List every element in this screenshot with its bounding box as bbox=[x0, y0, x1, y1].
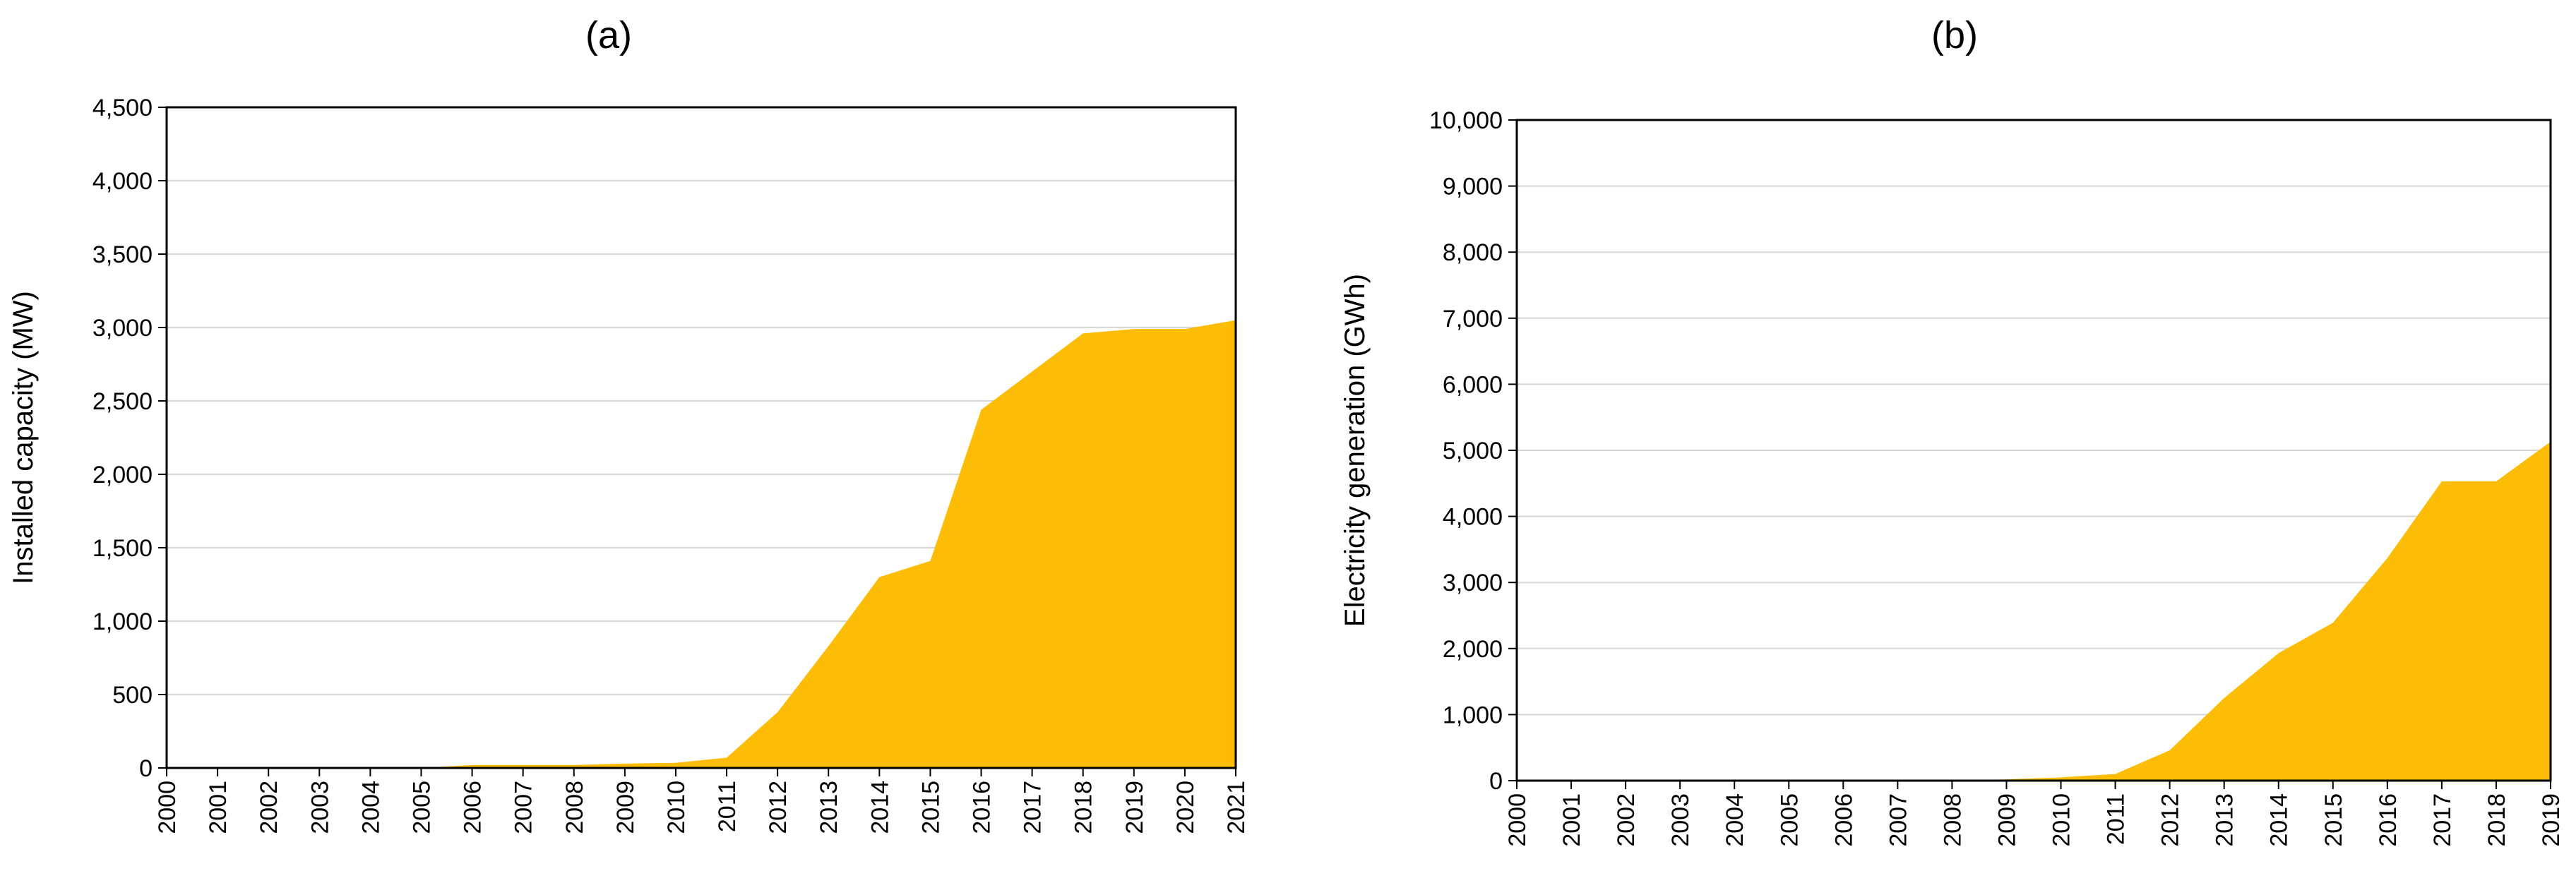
y-tick-label: 9,000 bbox=[1443, 174, 1503, 200]
x-tick-label: 2001 bbox=[1558, 793, 1585, 847]
x-tick-label: 2014 bbox=[2266, 793, 2293, 847]
x-tick-label: 2013 bbox=[816, 781, 842, 834]
panel-title: (a) bbox=[585, 14, 632, 56]
y-tick-label: 1,000 bbox=[1443, 702, 1503, 728]
x-tick-label: 2008 bbox=[561, 781, 588, 834]
x-tick-label: 2006 bbox=[1830, 793, 1857, 847]
y-tick-label: 1,500 bbox=[93, 535, 153, 562]
y-tick-label: 3,000 bbox=[1443, 570, 1503, 596]
y-tick-label: 4,000 bbox=[93, 168, 153, 195]
plot-frame bbox=[1515, 119, 2552, 782]
x-tick-label: 2015 bbox=[2320, 793, 2347, 847]
y-tick-label: 1,000 bbox=[93, 608, 153, 635]
x-tick-label: 2009 bbox=[1993, 793, 2020, 847]
y-axis-label: Installed capacity (MW) bbox=[8, 291, 39, 584]
x-tick-label: 2011 bbox=[714, 781, 741, 832]
y-tick-label: 10,000 bbox=[1429, 107, 1503, 134]
x-tick-label: 2000 bbox=[154, 781, 181, 834]
y-tick-label: 7,000 bbox=[1443, 306, 1503, 332]
y-tick-label: 3,500 bbox=[93, 241, 153, 268]
x-tick-label: 2016 bbox=[2375, 793, 2402, 847]
x-tick-label: 2019 bbox=[2538, 793, 2565, 847]
x-tick-label: 2005 bbox=[1776, 793, 1803, 847]
x-tick-label: 2009 bbox=[612, 781, 639, 834]
x-tick-label: 2011 bbox=[2103, 793, 2130, 845]
x-tick-label: 2016 bbox=[969, 781, 996, 834]
y-axis-label: Electricity generation (GWh) bbox=[1340, 274, 1371, 627]
plot-frame bbox=[165, 106, 1237, 769]
y-tick-label: 4,000 bbox=[1443, 504, 1503, 531]
y-tick-label: 2,000 bbox=[93, 462, 153, 488]
y-tick-label: 6,000 bbox=[1443, 371, 1503, 398]
x-tick-label: 2021 bbox=[1223, 781, 1250, 834]
x-tick-label: 2000 bbox=[1504, 793, 1531, 847]
x-tick-label: 2010 bbox=[663, 781, 690, 834]
x-tick-label: 2004 bbox=[357, 781, 384, 834]
y-tick-label: 2,000 bbox=[1443, 636, 1503, 663]
x-tick-label: 2002 bbox=[256, 781, 282, 834]
x-tick-label: 2010 bbox=[2049, 793, 2075, 847]
x-tick-label: 2018 bbox=[1071, 781, 1097, 834]
x-tick-label: 2018 bbox=[2483, 793, 2510, 847]
x-tick-label: 2003 bbox=[306, 781, 333, 834]
x-tick-label: 2004 bbox=[1722, 793, 1748, 847]
x-tick-label: 2001 bbox=[205, 781, 232, 834]
y-tick-label: 2,500 bbox=[93, 388, 153, 415]
x-tick-label: 2003 bbox=[1667, 793, 1694, 847]
x-tick-label: 2007 bbox=[1885, 793, 1912, 847]
y-tick-label: 5,000 bbox=[1443, 438, 1503, 464]
x-tick-label: 2007 bbox=[511, 781, 537, 834]
x-tick-label: 2012 bbox=[765, 781, 792, 834]
x-tick-label: 2012 bbox=[2157, 793, 2184, 847]
area-series-1 bbox=[167, 320, 1236, 769]
x-tick-label: 2020 bbox=[1172, 781, 1199, 834]
y-tick-label: 3,000 bbox=[93, 315, 153, 342]
x-tick-label: 2013 bbox=[2212, 793, 2238, 847]
y-tick-label: 0 bbox=[1489, 768, 1503, 795]
y-tick-label: 0 bbox=[139, 755, 153, 782]
x-tick-label: 2006 bbox=[460, 781, 487, 834]
x-tick-label: 2017 bbox=[2429, 793, 2456, 847]
x-tick-label: 2017 bbox=[1020, 781, 1046, 834]
x-tick-label: 2005 bbox=[408, 781, 435, 834]
x-tick-label: 2014 bbox=[866, 781, 893, 834]
y-tick-label: 8,000 bbox=[1443, 239, 1503, 266]
x-tick-label: 2002 bbox=[1613, 793, 1640, 847]
area-series-1 bbox=[1517, 441, 2551, 781]
panel-title: (b) bbox=[1931, 14, 1978, 56]
y-tick-label: 500 bbox=[112, 682, 153, 709]
x-tick-label: 2019 bbox=[1121, 781, 1148, 834]
x-tick-label: 2008 bbox=[1939, 793, 1966, 847]
x-tick-label: 2015 bbox=[917, 781, 944, 834]
y-tick-label: 4,500 bbox=[93, 95, 153, 121]
